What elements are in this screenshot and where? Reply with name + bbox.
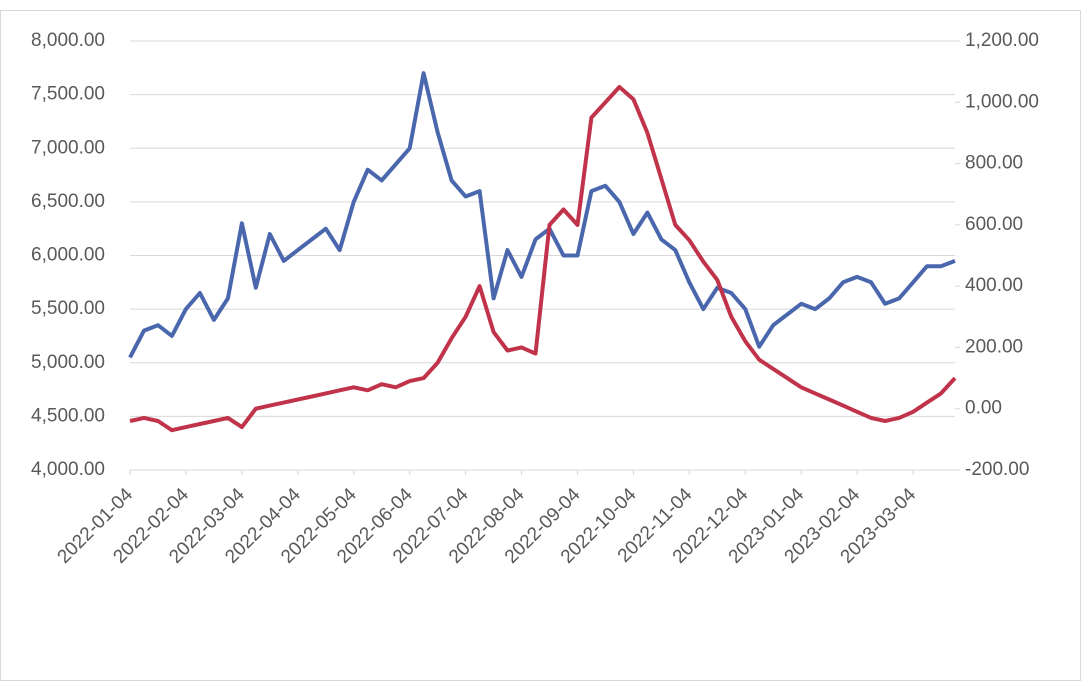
y2-tick-label: 600.00: [965, 214, 1023, 235]
y2-tick-label: 0.00: [965, 398, 1002, 419]
y2-tick-label: 1,200.00: [965, 30, 1039, 51]
y-tick-label: 8,000.00: [31, 30, 105, 51]
y2-tick-label: 400.00: [965, 275, 1023, 296]
series-line: [129, 85, 957, 433]
y-tick-label: 6,000.00: [31, 245, 105, 266]
y2-tick-label: -200.00: [965, 459, 1029, 480]
y-tick-label: 6,500.00: [31, 191, 105, 212]
y2-tick-label: 800.00: [965, 153, 1023, 174]
y2-tick-label: 1,000.00: [965, 91, 1039, 112]
y-tick-label: 4,500.00: [31, 405, 105, 426]
y-tick-label: 5,500.00: [31, 298, 105, 319]
y-tick-label: 7,000.00: [31, 137, 105, 158]
y2-tick-label: 200.00: [965, 336, 1023, 357]
y-tick-label: 5,000.00: [31, 352, 105, 373]
chart-frame: [0, 10, 1081, 681]
y-tick-label: 7,500.00: [31, 84, 105, 105]
series-line: [128, 71, 956, 359]
y-tick-label: 4,000.00: [31, 459, 105, 480]
